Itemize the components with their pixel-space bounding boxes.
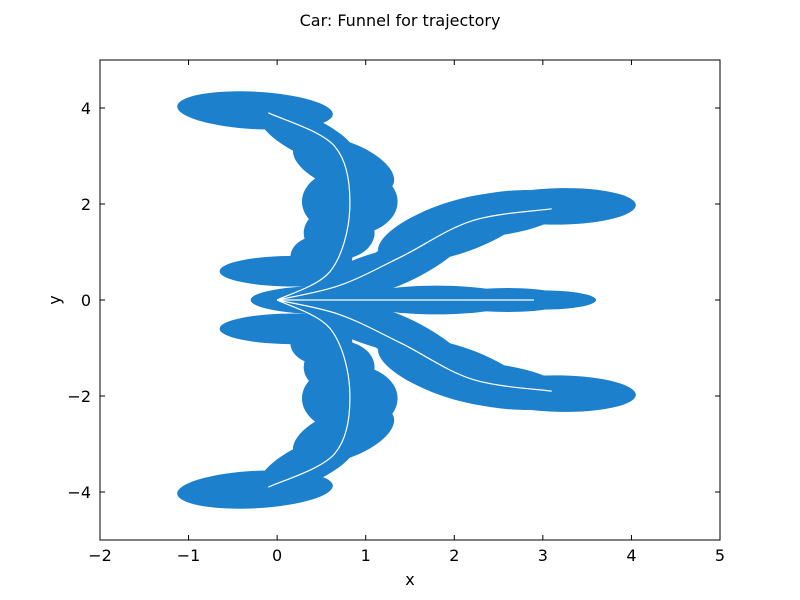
y-tick-label: 4: [81, 99, 91, 118]
funnel-ellipse-23: [485, 375, 636, 412]
funnel-ellipse-27: [489, 290, 596, 310]
trajectory-line-1: [277, 208, 552, 301]
y-tick-label: 0: [81, 291, 91, 310]
y-tick-label: −2: [67, 387, 91, 406]
x-tick-label: 4: [626, 546, 636, 565]
y-tick-label: −4: [67, 483, 91, 502]
trajectory-line-4: [268, 299, 351, 488]
funnel-ellipse-6: [177, 91, 333, 130]
x-tick-label: 3: [538, 546, 548, 565]
chart-title: Car: Funnel for trajectory: [300, 11, 501, 30]
x-tick-label: 0: [272, 546, 282, 565]
x-axis-ticks: −2 −1 0 1 2 3 4 5: [88, 60, 725, 565]
funnel-ellipse-18: [177, 470, 333, 509]
x-tick-label: −2: [88, 546, 112, 565]
y-tick-label: 2: [81, 195, 91, 214]
funnel-ellipse-11: [485, 188, 636, 225]
y-axis-ticks: −4 −2 0 2 4: [67, 99, 720, 502]
x-tick-label: −1: [177, 546, 201, 565]
x-axis-label: x: [405, 570, 414, 589]
x-tick-label: 1: [361, 546, 371, 565]
trajectory-line-0: [268, 112, 351, 301]
trajectory-lines: [268, 112, 552, 488]
x-tick-label: 5: [715, 546, 725, 565]
x-tick-label: 2: [449, 546, 459, 565]
y-axis-label: y: [45, 295, 64, 304]
trajectory-line-3: [277, 299, 552, 392]
